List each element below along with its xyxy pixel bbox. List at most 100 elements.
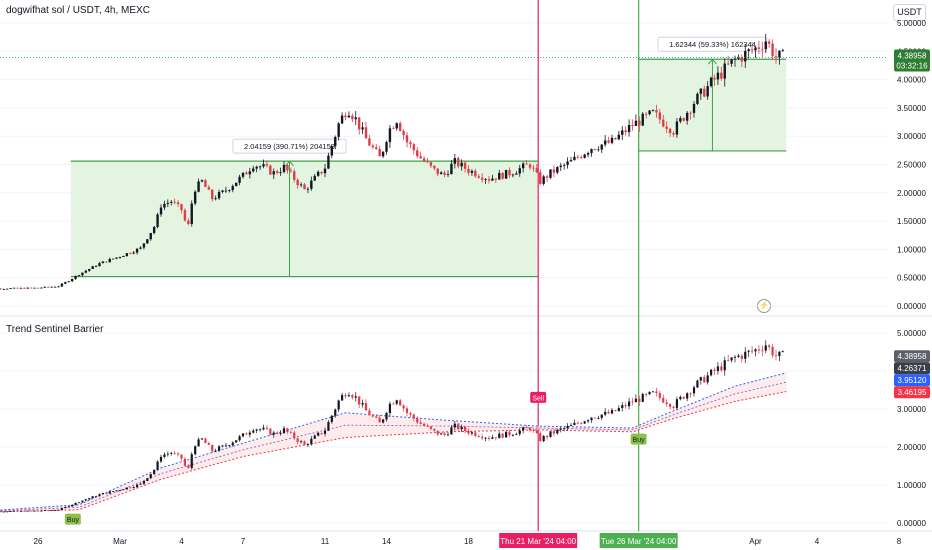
candle-body bbox=[402, 130, 405, 136]
candle-body bbox=[351, 115, 354, 120]
price-tick-label: 2.00000 bbox=[897, 189, 926, 198]
indicator-candle-body bbox=[433, 428, 436, 431]
candle-body bbox=[672, 133, 675, 135]
indicator-candle-body bbox=[723, 360, 726, 371]
indicator-candle-body bbox=[23, 510, 26, 512]
candle-body bbox=[36, 287, 40, 289]
candle-body bbox=[668, 128, 672, 134]
candle-body bbox=[498, 172, 501, 180]
candle-body bbox=[98, 263, 101, 267]
candle-body bbox=[631, 125, 634, 127]
indicator-candle-body bbox=[74, 502, 77, 505]
candle-body bbox=[388, 128, 392, 143]
candle-body bbox=[542, 176, 545, 184]
indicator-candle-body bbox=[539, 433, 542, 442]
candle-body bbox=[306, 188, 310, 190]
indicator-candle-body bbox=[463, 426, 467, 431]
indicator-tick-label: 2.00000 bbox=[897, 443, 926, 452]
indicator-candle-body bbox=[323, 430, 327, 434]
candle-body bbox=[385, 142, 388, 152]
indicator-candle-body bbox=[371, 415, 374, 417]
indicator-candle-body bbox=[566, 425, 569, 429]
indicator-candle-body bbox=[559, 428, 562, 430]
candle-body bbox=[590, 149, 593, 153]
indicator-candle-body bbox=[214, 450, 217, 452]
indicator-tick-label: 5.00000 bbox=[897, 329, 926, 338]
indicator-candle-body bbox=[467, 430, 470, 434]
candle-body bbox=[375, 147, 378, 150]
currency-selector[interactable]: USDT bbox=[893, 4, 926, 21]
candle-body bbox=[207, 186, 211, 190]
indicator-candle-body bbox=[446, 434, 450, 436]
price-tick-label: 5.00000 bbox=[897, 19, 926, 28]
candle-body bbox=[238, 176, 241, 183]
candle-body bbox=[255, 166, 258, 169]
candle-body bbox=[494, 178, 498, 180]
candle-body bbox=[713, 77, 716, 80]
candle-body bbox=[354, 117, 357, 120]
candle-body bbox=[241, 172, 245, 177]
indicator-candle-body bbox=[94, 496, 98, 498]
buy-marker bbox=[64, 513, 81, 525]
candle-body bbox=[511, 174, 515, 176]
candle-body bbox=[16, 287, 19, 289]
candle-body bbox=[60, 283, 64, 287]
buy-time-label: Tue 26 Mar '24 04:00 bbox=[601, 537, 677, 546]
indicator-candle-body bbox=[170, 453, 173, 454]
candle-body bbox=[135, 248, 139, 253]
candle-body bbox=[296, 179, 299, 186]
candle-body bbox=[248, 171, 252, 175]
candle-body bbox=[597, 149, 600, 151]
indicator-candle-body bbox=[176, 453, 180, 455]
candle-body bbox=[334, 136, 337, 147]
time-tick-label: 18 bbox=[464, 537, 473, 546]
indicator-candle-body bbox=[668, 404, 672, 407]
indicator-candle-body bbox=[422, 423, 426, 426]
indicator-candle-body bbox=[235, 440, 238, 443]
candle-body bbox=[679, 118, 682, 122]
candle-body bbox=[200, 180, 204, 182]
candle-body bbox=[111, 258, 115, 260]
price-tick-label: 1.50000 bbox=[897, 217, 926, 226]
indicator-candle-body bbox=[183, 458, 187, 466]
candle-body bbox=[392, 128, 395, 130]
candle-body bbox=[101, 261, 105, 264]
candle-body bbox=[166, 202, 170, 204]
candle-body bbox=[614, 137, 617, 140]
candle-body bbox=[754, 47, 757, 51]
indicator-candle-body bbox=[9, 511, 12, 512]
indicator-candle-body bbox=[91, 496, 94, 499]
indicator-candle-body bbox=[224, 445, 228, 447]
indicator-candle-body bbox=[778, 351, 781, 357]
measure-arrowhead bbox=[285, 160, 294, 167]
candle-body bbox=[443, 172, 446, 175]
indicator-candle-body bbox=[105, 493, 108, 494]
upper-band-line bbox=[0, 372, 787, 511]
price-tick-label: 3.00000 bbox=[897, 132, 926, 141]
indicator-candle-body bbox=[631, 401, 634, 403]
indicator-candle-body bbox=[604, 411, 607, 415]
candle-body bbox=[617, 134, 621, 140]
indicator-candle-body bbox=[129, 487, 132, 489]
candle-body bbox=[607, 140, 610, 143]
indicator-candle-body bbox=[132, 487, 135, 488]
candle-body bbox=[395, 123, 398, 129]
indicator-candle-body bbox=[515, 434, 518, 435]
candle-body bbox=[665, 126, 668, 129]
candle-body bbox=[433, 165, 436, 169]
candle-body bbox=[313, 175, 316, 181]
indicator-candle-body bbox=[53, 510, 57, 511]
candle-body bbox=[552, 169, 556, 173]
indicator-candle-body bbox=[563, 428, 566, 430]
indicator-candle-body bbox=[303, 441, 306, 445]
price-tick-label: 2.50000 bbox=[897, 161, 926, 170]
indicator-candle-body bbox=[351, 395, 354, 398]
time-tick-label: 8 bbox=[897, 537, 902, 546]
indicator-candle-body bbox=[590, 417, 593, 421]
candle-body bbox=[122, 255, 125, 257]
indicator-candle-body bbox=[645, 393, 648, 395]
indicator-candle-body bbox=[385, 412, 388, 420]
indicator-candle-body bbox=[334, 409, 337, 416]
indicator-candle-body bbox=[655, 391, 658, 394]
